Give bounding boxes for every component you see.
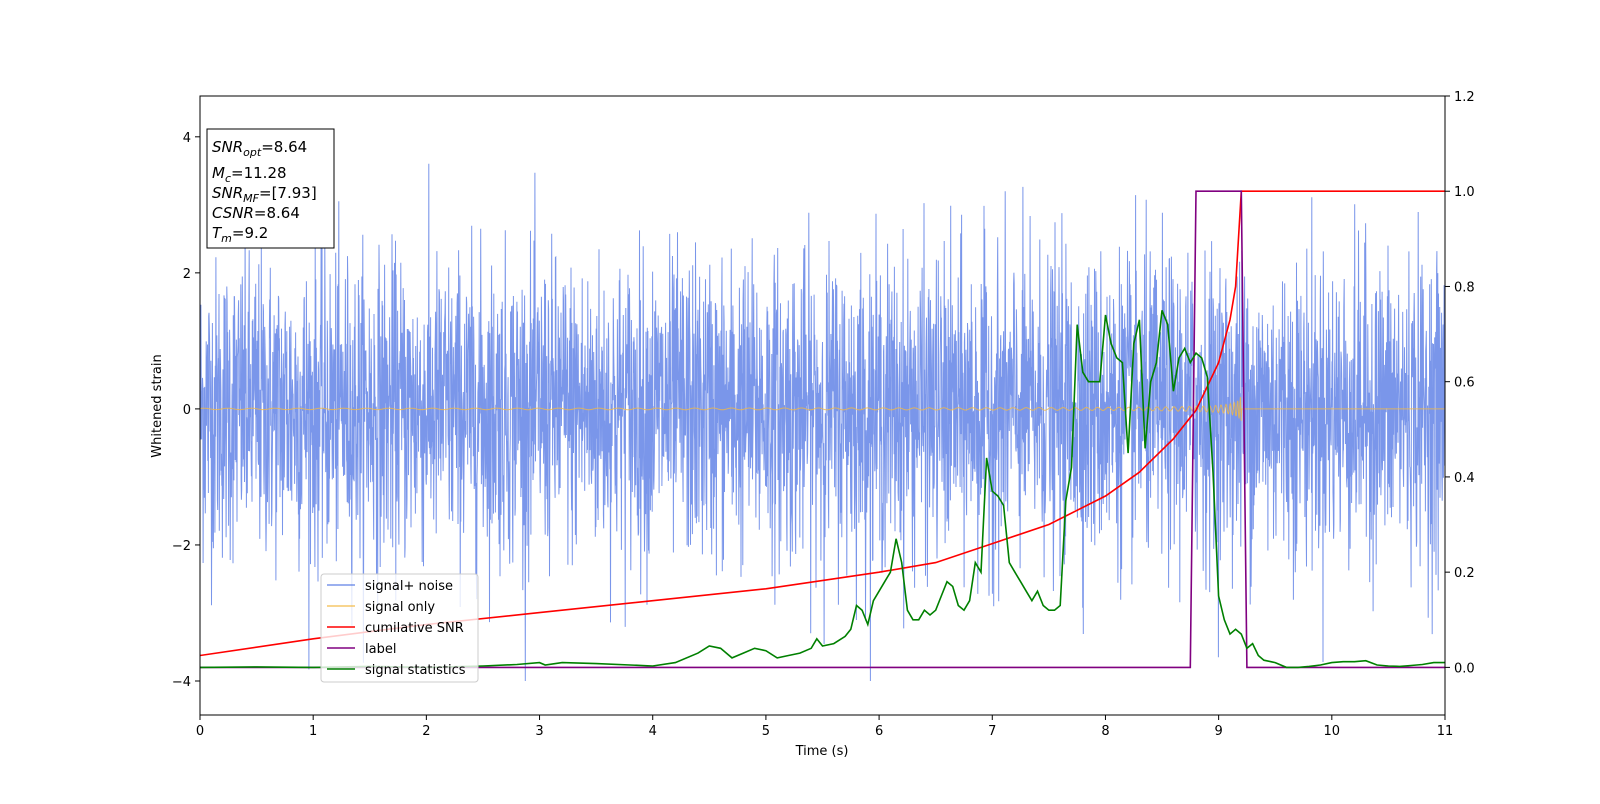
y-right-tick-label: 0.2 [1454,566,1475,581]
y-left-tick-label: 4 [183,131,191,146]
x-tick-label: 7 [988,724,996,739]
plot-area [200,163,1445,682]
info-mc: Mc=11.28 [212,164,287,185]
y-axis-left: 4 2 0 −2 −4 [172,131,200,690]
legend-label-signal-only: signal only [365,600,435,615]
y-right-tick-label: 0.4 [1454,471,1475,486]
series-signal-noise [200,163,1445,682]
x-axis-label: Time (s) [795,744,849,759]
y-left-tick-label: 0 [183,403,191,418]
x-tick-label: 1 [309,724,317,739]
y-left-tick-label: −4 [172,675,191,690]
x-tick-label: 0 [196,724,204,739]
series-label [200,190,1445,669]
x-tick-label: 3 [535,724,543,739]
x-tick-label: 6 [875,724,883,739]
info-tm: Tm=9.2 [212,224,268,245]
x-tick-label: 9 [1214,724,1222,739]
x-tick-label: 4 [649,724,657,739]
info-csnr: CSNR=8.64 [212,204,300,222]
info-box: SNRopt=8.64 Mc=11.28 SNRMF=[7.93] CSNR=8… [206,128,335,249]
x-tick-label: 2 [422,724,430,739]
legend-label-label: label [365,642,396,657]
plot-frame [199,95,1446,716]
x-tick-label: 10 [1324,724,1341,739]
y-right-tick-label: 0.6 [1454,376,1475,391]
y-right-tick-label: 0.8 [1454,280,1475,295]
legend-label-signal-noise: signal+ noise [365,579,453,594]
y-left-tick-label: 2 [183,267,191,282]
x-axis: 0 1 2 3 4 5 6 7 8 9 10 11 [196,715,1453,739]
info-snr-mf: SNRMF=[7.93] [212,184,317,205]
y-right-tick-label: 1.2 [1454,90,1475,105]
y-right-tick-label: 0.0 [1454,661,1475,676]
series-cumulative-snr [200,190,1445,657]
x-tick-label: 11 [1437,724,1454,739]
legend-label-signal-statistics: signal statistics [365,663,466,678]
series-signal-statistics [200,310,1445,669]
series-signal-only [200,397,1445,421]
y-axis-label: Whitened strain [150,354,165,457]
info-snr-opt: SNRopt=8.64 [212,138,307,159]
info-box-frame [206,128,335,249]
y-left-tick-label: −2 [172,539,191,554]
legend: signal+ noise signal only cumilative SNR… [320,573,479,683]
x-tick-label: 5 [762,724,770,739]
y-axis-right: 1.2 1.0 0.8 0.6 0.4 0.2 0.0 [1445,90,1475,676]
x-tick-label: 8 [1101,724,1109,739]
legend-frame [320,573,479,683]
legend-label-cumulative-snr: cumilative SNR [365,621,464,636]
y-right-tick-label: 1.0 [1454,185,1475,200]
